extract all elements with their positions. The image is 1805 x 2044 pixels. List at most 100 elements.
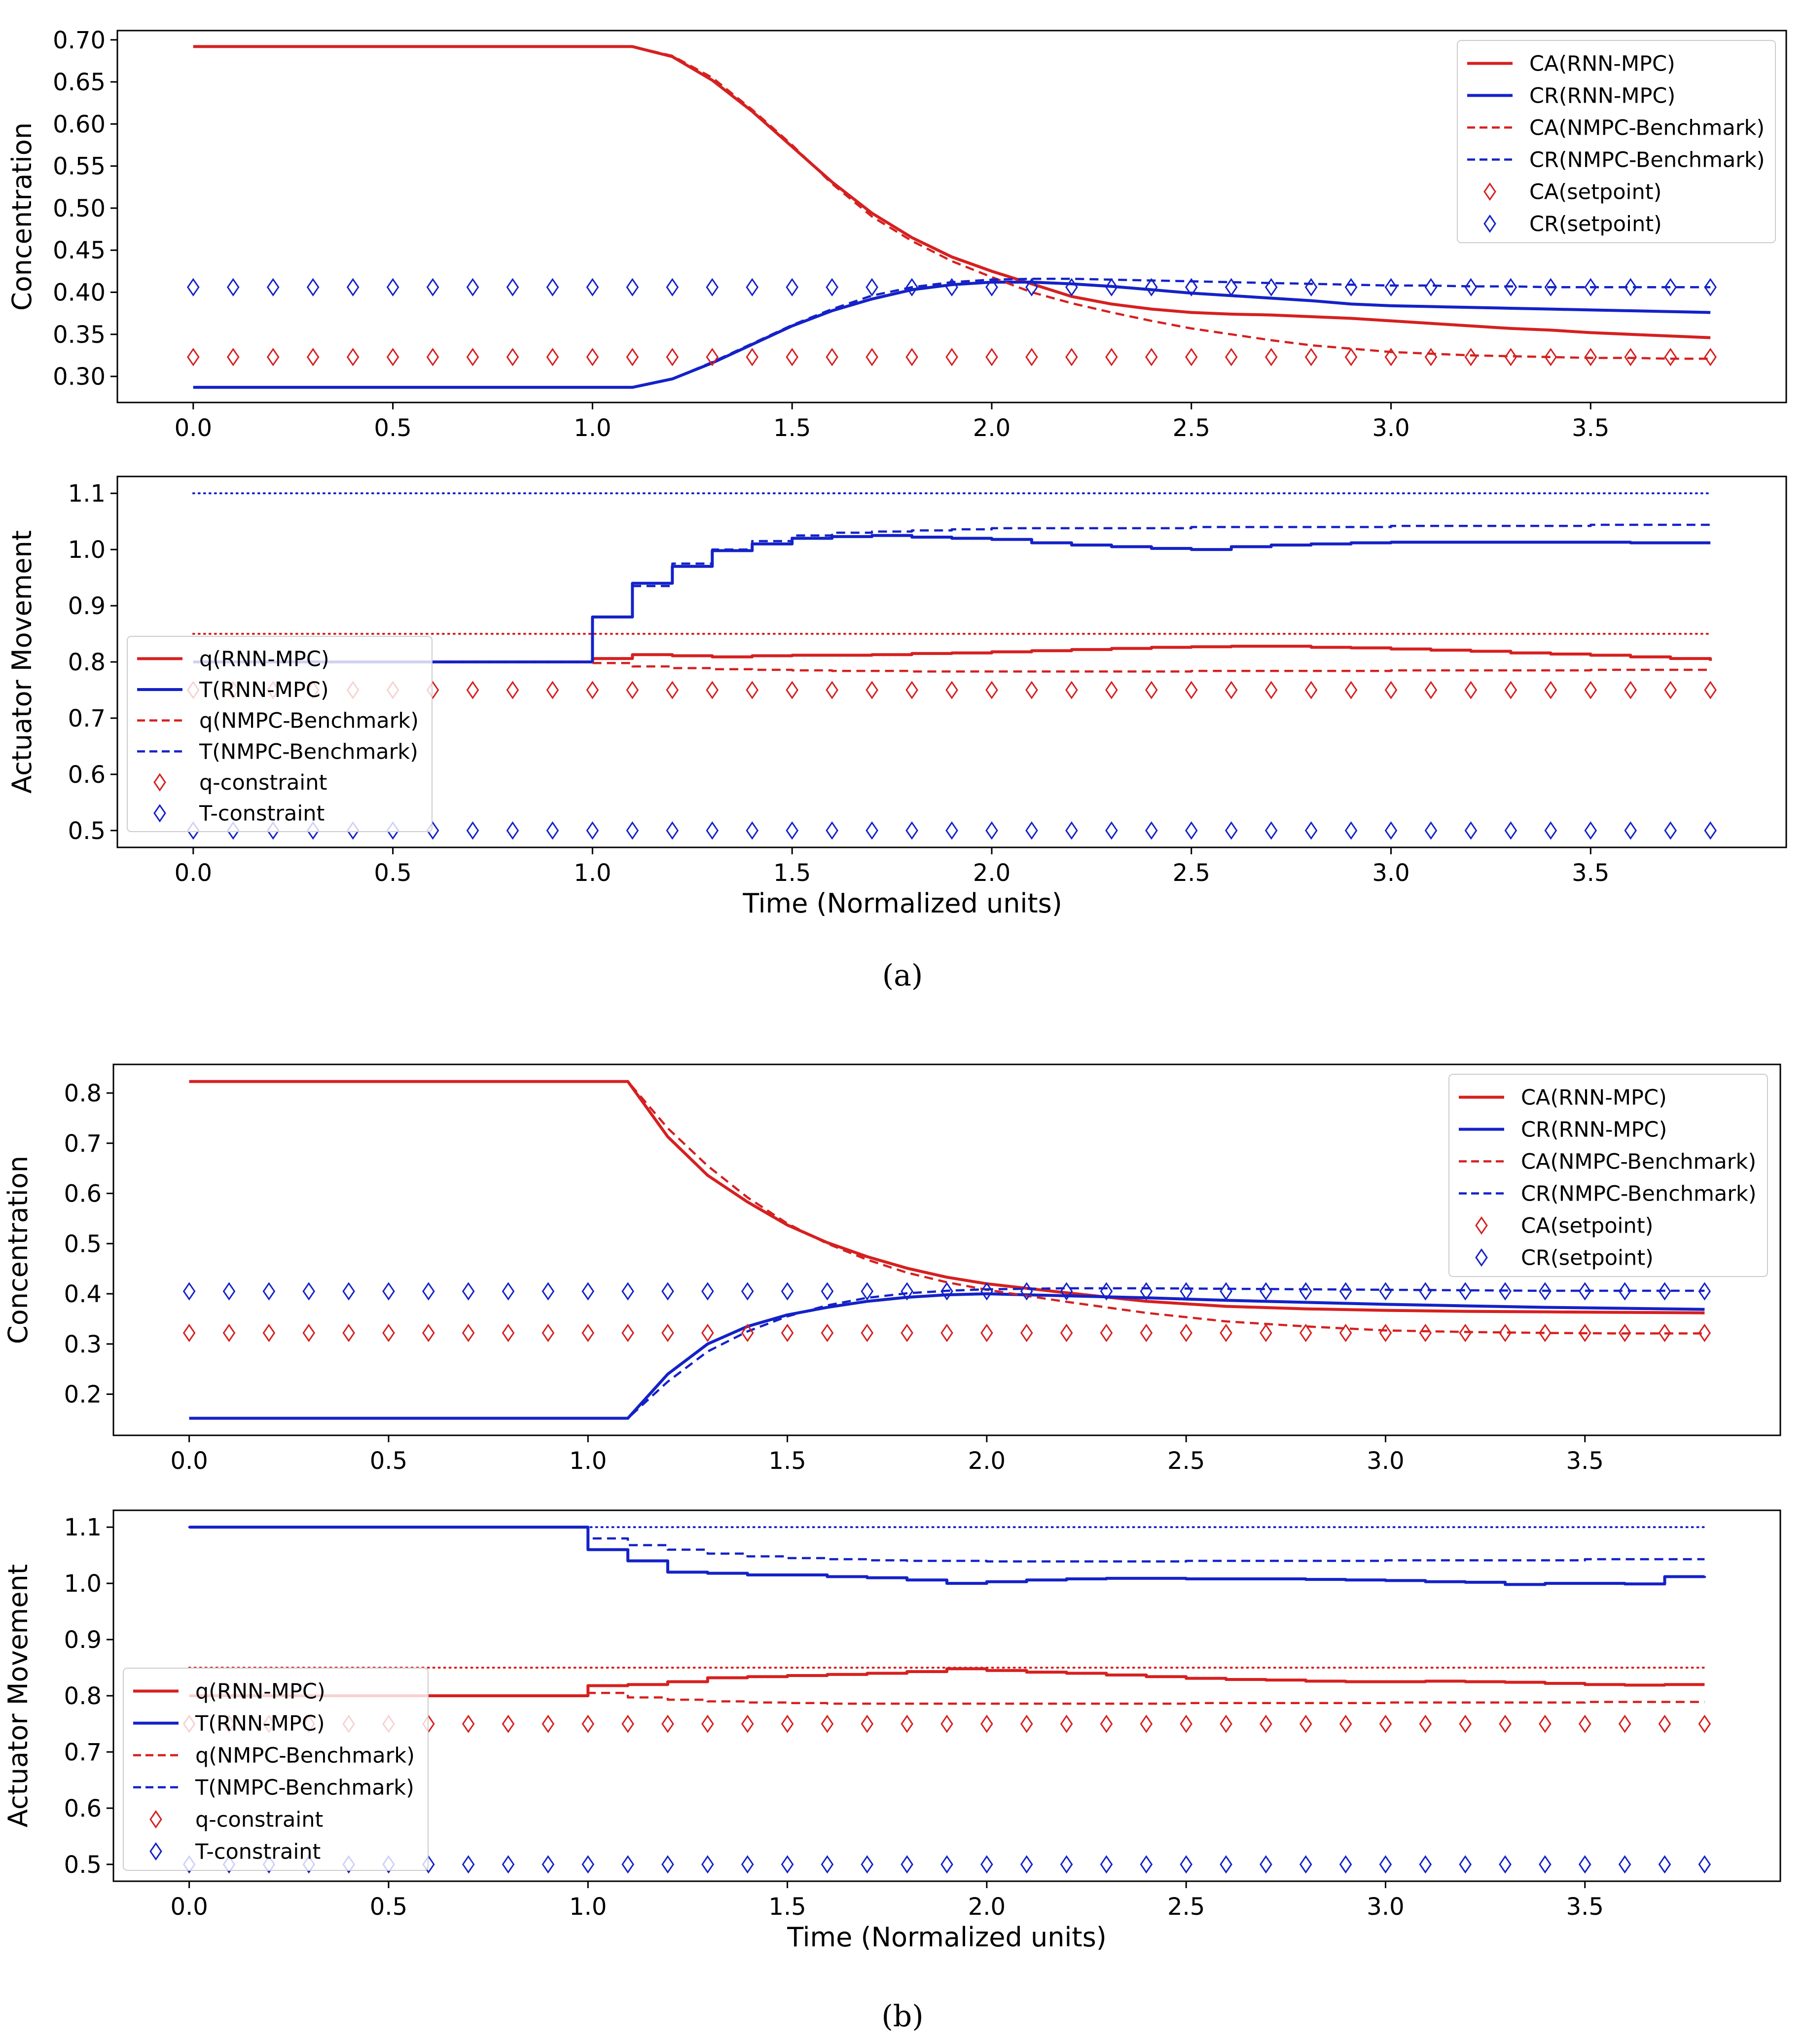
data-point bbox=[1260, 1715, 1272, 1733]
data-point bbox=[586, 821, 599, 840]
data-point bbox=[1419, 1323, 1432, 1343]
data-point bbox=[302, 1282, 316, 1301]
x-axis-label: Time (Normalized units) bbox=[742, 888, 1062, 919]
data-point bbox=[1544, 821, 1557, 840]
legend-label: CR(NMPC-Benchmark) bbox=[1529, 148, 1765, 173]
data-point bbox=[1698, 1855, 1711, 1874]
data-point bbox=[901, 1323, 913, 1343]
x-tick-label: 0.0 bbox=[170, 1447, 208, 1475]
data-point bbox=[1339, 1855, 1352, 1874]
data-point bbox=[342, 1323, 355, 1343]
data-point bbox=[1299, 1323, 1312, 1343]
marker-series-T-constraint bbox=[182, 1855, 1711, 1874]
data-point bbox=[546, 348, 559, 366]
x-tick-label: 2.5 bbox=[1173, 859, 1210, 887]
legend-label: CA(setpoint) bbox=[1529, 180, 1661, 205]
series-line-T(RNN-MPC) bbox=[189, 1526, 1706, 1586]
data-point bbox=[945, 681, 958, 699]
data-point bbox=[1618, 1323, 1631, 1343]
data-point bbox=[1299, 1855, 1312, 1874]
data-point bbox=[1105, 821, 1118, 840]
x-tick-label: 0.0 bbox=[175, 414, 212, 442]
data-point bbox=[586, 681, 599, 699]
data-point bbox=[666, 348, 679, 366]
data-point bbox=[1025, 348, 1038, 366]
data-point bbox=[1020, 1715, 1033, 1733]
chart-a-bottom: 0.0 0.5 1.0 1.5 2.0 2.5 3.0 3.5 0.5 0.6 0.7 0.8 0.9 1… bbox=[6, 475, 1787, 919]
data-point bbox=[1578, 1855, 1591, 1874]
data-point bbox=[901, 1855, 913, 1874]
data-point bbox=[266, 348, 280, 366]
data-point bbox=[621, 1282, 634, 1301]
x-tick-label: 2.5 bbox=[1167, 1893, 1205, 1921]
legend-label: T(RNN-MPC) bbox=[195, 1712, 325, 1736]
data-point bbox=[222, 1323, 236, 1343]
y-tick-label: 0.5 bbox=[64, 1230, 102, 1258]
legend-box bbox=[1457, 40, 1776, 243]
data-point bbox=[741, 1323, 754, 1343]
data-point bbox=[1220, 1855, 1232, 1874]
data-point bbox=[1140, 1282, 1153, 1301]
data-point bbox=[1539, 1855, 1552, 1874]
data-point bbox=[1499, 1323, 1512, 1343]
data-point bbox=[1025, 681, 1038, 699]
data-point bbox=[462, 1282, 475, 1301]
data-point bbox=[1140, 1323, 1153, 1343]
data-point bbox=[186, 348, 200, 366]
data-point bbox=[542, 1323, 555, 1343]
data-point bbox=[866, 681, 878, 699]
data-point bbox=[626, 821, 639, 840]
legend: q(RNN-MPC) T(RNN-MPC) q(NMPC-Benchmark) T(N… bbox=[127, 636, 433, 832]
data-point bbox=[1464, 681, 1478, 699]
data-point bbox=[422, 1282, 435, 1301]
data-point bbox=[1060, 1282, 1073, 1301]
y-tick-label: 1.0 bbox=[68, 536, 106, 564]
data-point bbox=[506, 681, 519, 699]
data-point bbox=[1065, 278, 1078, 296]
data-point bbox=[422, 1323, 435, 1343]
legend-marker bbox=[153, 804, 166, 823]
data-point bbox=[1578, 1323, 1591, 1343]
x-tick-label: 3.0 bbox=[1372, 414, 1409, 442]
data-point bbox=[581, 1715, 595, 1733]
x-tick-label: 1.0 bbox=[569, 1893, 607, 1921]
data-point bbox=[306, 348, 320, 366]
data-point bbox=[706, 348, 719, 366]
data-point bbox=[1459, 1282, 1472, 1301]
y-tick-label: 0.35 bbox=[53, 321, 106, 349]
data-point bbox=[1504, 278, 1517, 296]
data-point bbox=[1025, 278, 1038, 296]
data-point bbox=[302, 1323, 316, 1343]
data-point bbox=[1664, 278, 1677, 296]
data-point bbox=[821, 1282, 834, 1301]
data-point bbox=[1225, 681, 1238, 699]
legend-marker bbox=[149, 1810, 162, 1829]
x-tick-label: 1.0 bbox=[574, 414, 611, 442]
data-point bbox=[1578, 1715, 1591, 1733]
x-tick-label: 2.0 bbox=[968, 1447, 1006, 1475]
legend-marker bbox=[1475, 1216, 1488, 1235]
data-point bbox=[1145, 821, 1158, 840]
y-tick-label: 0.50 bbox=[53, 195, 106, 222]
data-point bbox=[746, 348, 759, 366]
data-point bbox=[905, 681, 918, 699]
legend-box bbox=[127, 636, 433, 832]
x-tick-label: 0.5 bbox=[374, 859, 411, 887]
plots-layer: 0.0 0.5 1.0 1.5 2.0 2.5 3.0 3.5 0.30 0.35 0.40 0.45… bbox=[2, 27, 1787, 1953]
data-point bbox=[1220, 1715, 1232, 1733]
data-point bbox=[1664, 681, 1677, 699]
data-point bbox=[1658, 1323, 1671, 1343]
data-point bbox=[1624, 821, 1637, 840]
series-line-CR(RNN-MPC) bbox=[193, 281, 1711, 389]
legend-label: CR(NMPC-Benchmark) bbox=[1521, 1182, 1757, 1206]
y-tick-label: 0.70 bbox=[53, 27, 106, 54]
data-point bbox=[1105, 348, 1118, 366]
data-point bbox=[462, 1855, 475, 1874]
legend-label: CA(RNN-MPC) bbox=[1521, 1086, 1667, 1110]
data-point bbox=[905, 821, 918, 840]
data-point bbox=[1704, 681, 1717, 699]
data-point bbox=[506, 348, 519, 366]
data-point bbox=[1618, 1715, 1631, 1733]
series-line-CA(RNN-MPC) bbox=[193, 45, 1711, 339]
data-point bbox=[1504, 821, 1517, 840]
